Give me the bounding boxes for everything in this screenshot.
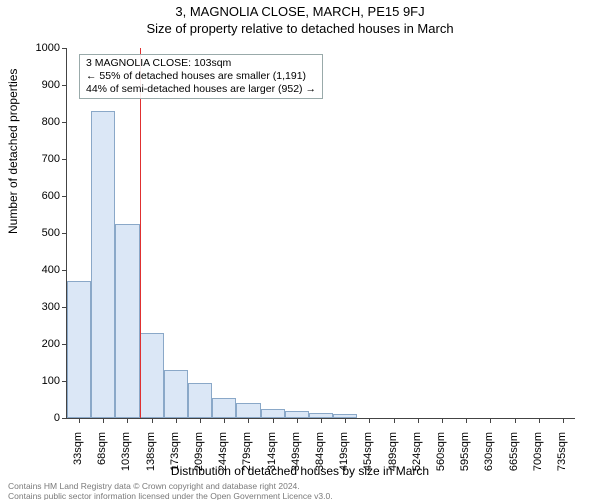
page-title: 3, MAGNOLIA CLOSE, MARCH, PE15 9FJ	[0, 4, 600, 19]
x-axis-label: Distribution of detached houses by size …	[0, 464, 600, 478]
annotation-line1: 3 MAGNOLIA CLOSE: 103sqm	[86, 57, 316, 70]
ytick-label: 1000	[26, 42, 60, 54]
ytick-label: 300	[26, 301, 60, 313]
ytick-label: 700	[26, 153, 60, 165]
histogram-bar	[285, 411, 309, 418]
annotation-line3: 44% of semi-detached houses are larger (…	[86, 83, 316, 96]
highlight-vline	[140, 48, 141, 418]
ytick-label: 100	[26, 375, 60, 387]
ytick-label: 400	[26, 264, 60, 276]
histogram-bar	[236, 403, 260, 418]
histogram-bar	[261, 409, 285, 418]
chart-container: 3, MAGNOLIA CLOSE, MARCH, PE15 9FJ Size …	[0, 4, 600, 500]
bars-layer	[67, 48, 575, 418]
y-axis-label: Number of detached properties	[6, 69, 20, 234]
annotation-line2: ← 55% of detached houses are smaller (1,…	[86, 70, 316, 83]
histogram-bar	[140, 333, 164, 418]
histogram-bar	[212, 398, 236, 418]
histogram-bar	[164, 370, 188, 418]
chart-subtitle: Size of property relative to detached ho…	[0, 21, 600, 36]
ytick-label: 200	[26, 338, 60, 350]
histogram-bar	[115, 224, 139, 418]
plot-area: 3 MAGNOLIA CLOSE: 103sqm ← 55% of detach…	[66, 48, 575, 419]
ytick-label: 600	[26, 190, 60, 202]
annotation-box: 3 MAGNOLIA CLOSE: 103sqm ← 55% of detach…	[79, 54, 323, 99]
histogram-bar	[188, 383, 212, 418]
ytick-label: 500	[26, 227, 60, 239]
ytick-label: 900	[26, 79, 60, 91]
histogram-bar	[91, 111, 115, 418]
footer-line2: Contains public sector information licen…	[8, 492, 333, 500]
histogram-bar	[67, 281, 91, 418]
ytick-label: 800	[26, 116, 60, 128]
ytick-label: 0	[26, 412, 60, 424]
footer: Contains HM Land Registry data © Crown c…	[8, 482, 333, 500]
